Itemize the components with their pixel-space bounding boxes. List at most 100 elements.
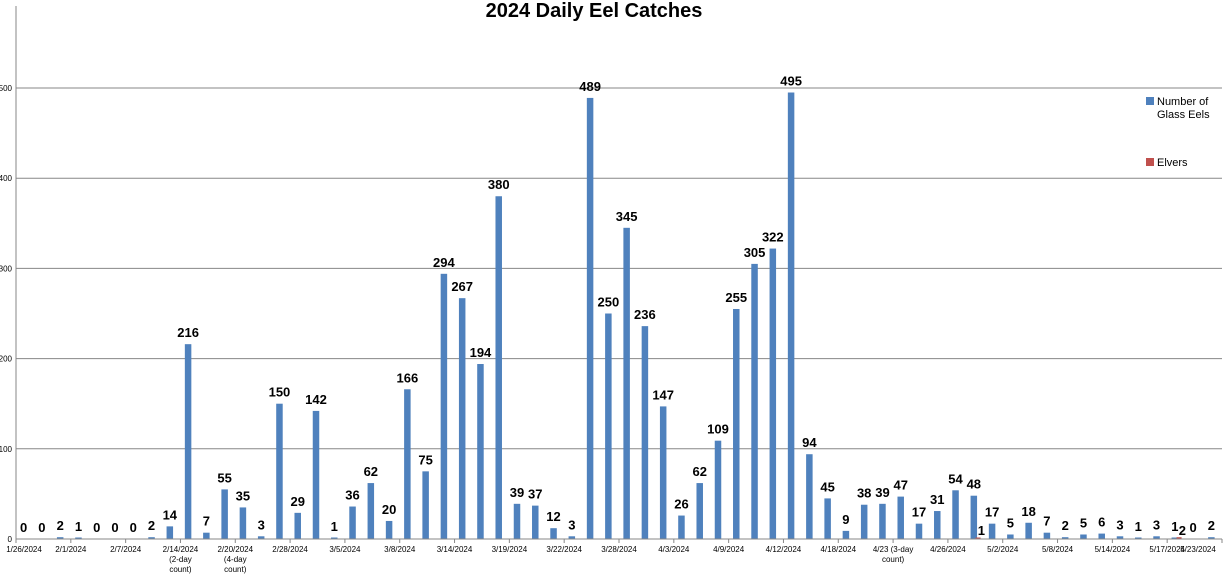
x-tick-label: 4/26/2024	[930, 545, 966, 554]
x-tick-label-line: 4/3/2024	[658, 545, 690, 554]
data-label: 14	[163, 507, 178, 522]
x-tick-label-line: 5/8/2024	[1042, 545, 1074, 554]
x-tick-label-line: 5/14/2024	[1095, 545, 1131, 554]
glass-eel-bar	[404, 389, 411, 539]
x-tick-label: 3/14/2024	[437, 545, 473, 554]
data-label: 0	[38, 520, 45, 535]
glass-eel-bar	[148, 537, 155, 539]
glass-eel-bar	[440, 273, 448, 539]
x-tick-label-line: 4/12/2024	[766, 545, 802, 554]
elver-data-label: 2	[1179, 523, 1186, 538]
data-label: 267	[451, 279, 473, 294]
glass-eel-bar	[75, 537, 82, 539]
x-tick-label: 3/8/2024	[384, 545, 416, 554]
data-label: 255	[725, 290, 747, 305]
glass-eel-bar	[1171, 537, 1179, 539]
data-label: 0	[111, 520, 118, 535]
glass-eel-bar	[952, 490, 959, 539]
x-tick-label-line: count)	[169, 565, 192, 574]
data-label: 150	[269, 385, 291, 400]
data-label: 250	[598, 295, 620, 310]
data-label: 2	[57, 518, 64, 533]
glass-eel-bar	[513, 503, 521, 539]
data-label: 495	[780, 74, 802, 89]
data-label: 17	[985, 505, 999, 520]
glass-eel-bar	[458, 298, 466, 539]
data-label: 2	[1208, 518, 1215, 533]
y-tick-label: 400	[0, 174, 13, 183]
data-label: 26	[674, 497, 688, 512]
data-label: 18	[1021, 504, 1035, 519]
data-label: 5	[1007, 515, 1014, 530]
grid-lines	[16, 87, 1222, 450]
glass-eel-bar	[1080, 534, 1087, 539]
y-tick-label: 100	[0, 445, 13, 454]
glass-eel-bar	[550, 528, 557, 539]
data-label: 54	[948, 471, 963, 486]
data-label: 36	[345, 488, 359, 503]
x-tick-label: 3/22/2024	[546, 545, 582, 554]
data-label: 1	[1135, 519, 1142, 534]
data-label: 216	[177, 325, 199, 340]
x-tick-label: 5/8/2024	[1042, 545, 1074, 554]
x-tick-label: 3/28/2024	[601, 545, 637, 554]
x-tick-label-line: 2/7/2024	[110, 545, 142, 554]
x-tick-label-line: (4-day	[224, 555, 247, 564]
data-label: 142	[305, 392, 327, 407]
y-tick-label: 500	[0, 84, 13, 93]
x-tick-label-line: 3/5/2024	[329, 545, 361, 554]
data-label: 62	[692, 464, 706, 479]
data-label: 3	[258, 517, 265, 532]
glass-eel-bar	[879, 503, 886, 539]
data-label: 48	[967, 477, 981, 492]
x-tick-label: 4/12/2024	[766, 545, 802, 554]
glass-eel-bar	[532, 505, 539, 539]
x-tick-label-line: 4/18/2024	[820, 545, 856, 554]
data-label: 166	[397, 370, 419, 385]
data-label: 236	[634, 307, 656, 322]
x-tick-label-line: 4/9/2024	[713, 545, 745, 554]
x-tick-label: 4/3/2024	[658, 545, 690, 554]
data-label: 322	[762, 230, 784, 245]
x-tick-label: 1/26/2024	[6, 545, 42, 554]
x-tick-label-line: count)	[882, 555, 905, 564]
glass-eel-bar	[184, 344, 192, 539]
x-tick-label: 5/23/2024	[1180, 545, 1216, 554]
data-label: 9	[842, 512, 849, 527]
glass-eel-bar	[331, 537, 338, 539]
glass-eel-bar	[623, 227, 630, 539]
data-label: 345	[616, 209, 638, 224]
glass-eel-bar	[1135, 537, 1142, 539]
glass-eel-bar	[422, 471, 429, 539]
x-tick-label-line: 2/14/2024	[163, 545, 199, 554]
glass-eel-bar	[257, 536, 265, 539]
glass-eel-bar	[1208, 537, 1215, 539]
data-label: 62	[364, 464, 378, 479]
x-tick-label-line: 2/28/2024	[272, 545, 308, 554]
glass-eel-bar	[221, 489, 228, 539]
x-tick-label-line: 2/20/2024	[217, 545, 253, 554]
x-tick-label-line: 5/2/2024	[987, 545, 1019, 554]
data-label: 12	[546, 509, 560, 524]
data-label: 3	[1116, 517, 1123, 532]
glass-eel-bar	[769, 248, 777, 539]
x-tick-label-line: 4/23 (3-day	[873, 545, 913, 554]
data-label: 3	[568, 517, 575, 532]
data-label: 39	[510, 485, 524, 500]
x-tick-label-line: 3/14/2024	[437, 545, 473, 554]
x-tick-label-line: 2/1/2024	[55, 545, 87, 554]
data-label: 2	[1062, 518, 1069, 533]
chart-title: 2024 Daily Eel Catches	[486, 0, 703, 22]
glass-eel-bar	[166, 526, 174, 539]
x-tick-label: 2/20/2024 (4-day count)	[217, 545, 253, 574]
data-label: 5	[1080, 515, 1087, 530]
glass-eel-bar	[1025, 522, 1032, 539]
glass-eel-bar	[1116, 536, 1124, 539]
glass-eel-bar	[1061, 537, 1069, 539]
glass-eel-bar	[56, 537, 64, 539]
data-label: 0	[130, 520, 137, 535]
data-label: 31	[930, 492, 944, 507]
data-label: 1	[331, 519, 338, 534]
x-tick-label: 2/7/2024	[110, 545, 142, 554]
